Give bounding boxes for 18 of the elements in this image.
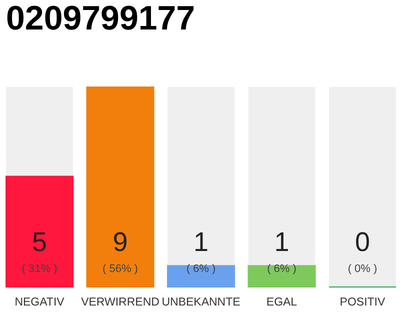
data-label: ( 56% ) (102, 263, 138, 275)
data-label: ( 0% ) (348, 263, 378, 275)
x-tick-label: VERWIRREND (81, 296, 160, 308)
bar (166, 265, 236, 288)
x-tick-label: POSITIV (340, 296, 386, 308)
data-label: ( 31% ) (22, 263, 58, 275)
annotation: 9 (112, 227, 128, 257)
data-label: ( 6% ) (186, 263, 216, 275)
x-tick-label: NEGATIV (14, 296, 65, 308)
x-tick-label: EGAL (266, 296, 298, 308)
annotation: 0 (354, 227, 370, 257)
x-tick-label: UNBEKANNTE (162, 296, 241, 308)
bar (248, 265, 316, 288)
annotation: 1 (274, 227, 290, 257)
annotation: 1 (193, 227, 209, 257)
chart-title: 0209799177 (6, 0, 196, 38)
data-label: ( 6% ) (267, 263, 296, 275)
annotation: 5 (32, 227, 48, 257)
